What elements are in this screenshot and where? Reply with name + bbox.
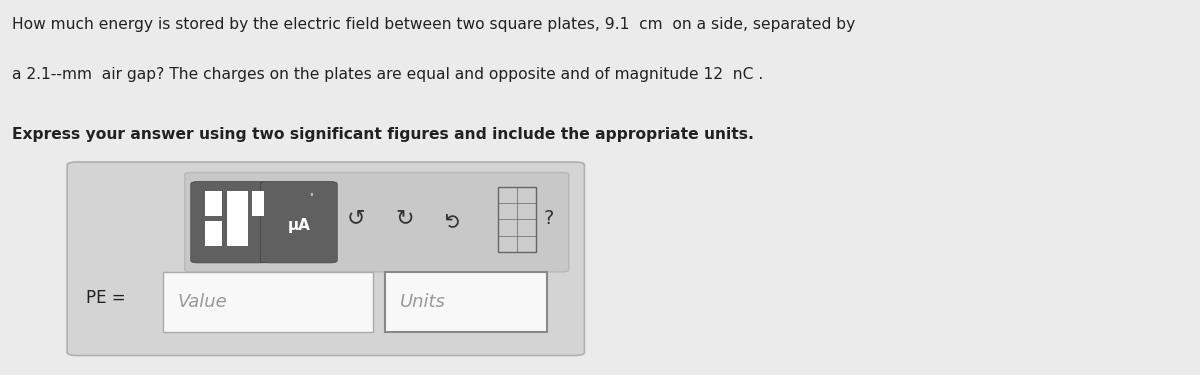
FancyBboxPatch shape	[191, 182, 268, 263]
Text: °: °	[308, 194, 313, 202]
Text: μA: μA	[287, 218, 311, 233]
FancyBboxPatch shape	[185, 172, 569, 272]
FancyBboxPatch shape	[498, 187, 536, 252]
Text: ↻: ↻	[395, 209, 414, 228]
Text: Units: Units	[400, 293, 445, 311]
Bar	[205, 221, 222, 246]
Text: ↺: ↺	[347, 209, 366, 228]
Text: How much energy is stored by the electric field between two square plates, 9.1  : How much energy is stored by the electri…	[12, 17, 856, 32]
Text: ?: ?	[544, 209, 553, 228]
FancyBboxPatch shape	[385, 272, 547, 332]
Bar	[227, 191, 248, 246]
Text: Express your answer using two significant figures and include the appropriate un: Express your answer using two significan…	[12, 128, 754, 142]
Text: ↺: ↺	[443, 210, 462, 227]
FancyBboxPatch shape	[67, 162, 584, 356]
Bar	[205, 191, 222, 216]
FancyBboxPatch shape	[163, 272, 373, 332]
Text: PE =: PE =	[86, 289, 126, 307]
Text: a 2.1-­mm  air gap? The charges on the plates are equal and opposite and of magn: a 2.1-­mm air gap? The charges on the pl…	[12, 68, 763, 82]
Bar	[252, 191, 264, 216]
Text: Value: Value	[178, 293, 227, 311]
FancyBboxPatch shape	[260, 182, 337, 263]
